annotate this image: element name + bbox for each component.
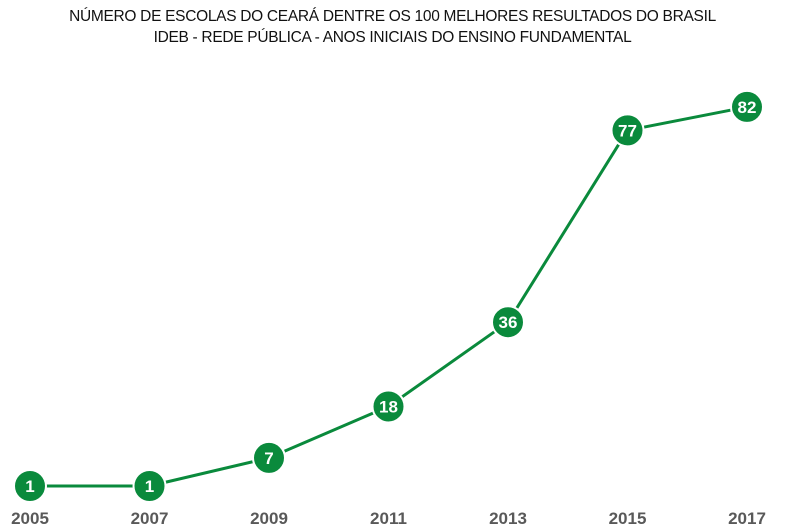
data-point-2009: [252, 440, 286, 475]
data-point-2013: [491, 305, 525, 340]
data-point-2011: [371, 389, 406, 424]
data-point-2007: [132, 469, 167, 503]
x-tick-label-2015: 2015: [609, 509, 647, 527]
series-line-segment-2007-2009: [148, 456, 271, 488]
x-tick-label-2005: 2005: [11, 509, 49, 527]
data-point-2005: [13, 469, 47, 503]
data-point-2015: [610, 113, 645, 148]
data-label-2007: 1: [145, 477, 154, 496]
series-line-segment-2009-2011: [267, 404, 390, 460]
x-tick-label-2009: 2009: [250, 509, 288, 527]
data-markers-group: 1 1 7 18 36 77 82: [13, 89, 764, 503]
x-tick-label-2011: 2011: [370, 509, 407, 527]
data-label-2005: 1: [25, 477, 34, 496]
data-label-2017: 82: [738, 98, 757, 117]
x-tick-label-2007: 2007: [131, 509, 169, 527]
chart-title-block: NÚMERO DE ESCOLAS DO CEARÁ DENTRE OS 100…: [0, 6, 785, 48]
series-line-segment-2011-2013: [387, 320, 510, 408]
data-point-2017: [730, 89, 764, 124]
x-axis-tick-labels: 2005 2007 2009 2011 2013 2015 2017: [11, 509, 766, 527]
data-label-2011: 18: [379, 397, 398, 416]
data-label-2009: 7: [264, 449, 273, 468]
series-line-group: [28, 105, 749, 488]
series-line-segment-2015-2017: [626, 105, 749, 132]
data-label-2015: 77: [618, 121, 637, 140]
data-label-2013: 36: [499, 313, 518, 332]
x-tick-label-2013: 2013: [489, 509, 527, 527]
chart-subtitle: IDEB - REDE PÚBLICA - ANOS INICIAIS DO E…: [153, 29, 632, 46]
series-line-segment-2013-2015: [506, 128, 629, 324]
chart-title: NÚMERO DE ESCOLAS DO CEARÁ DENTRE OS 100…: [69, 8, 716, 25]
x-tick-label-2017: 2017: [728, 509, 766, 527]
